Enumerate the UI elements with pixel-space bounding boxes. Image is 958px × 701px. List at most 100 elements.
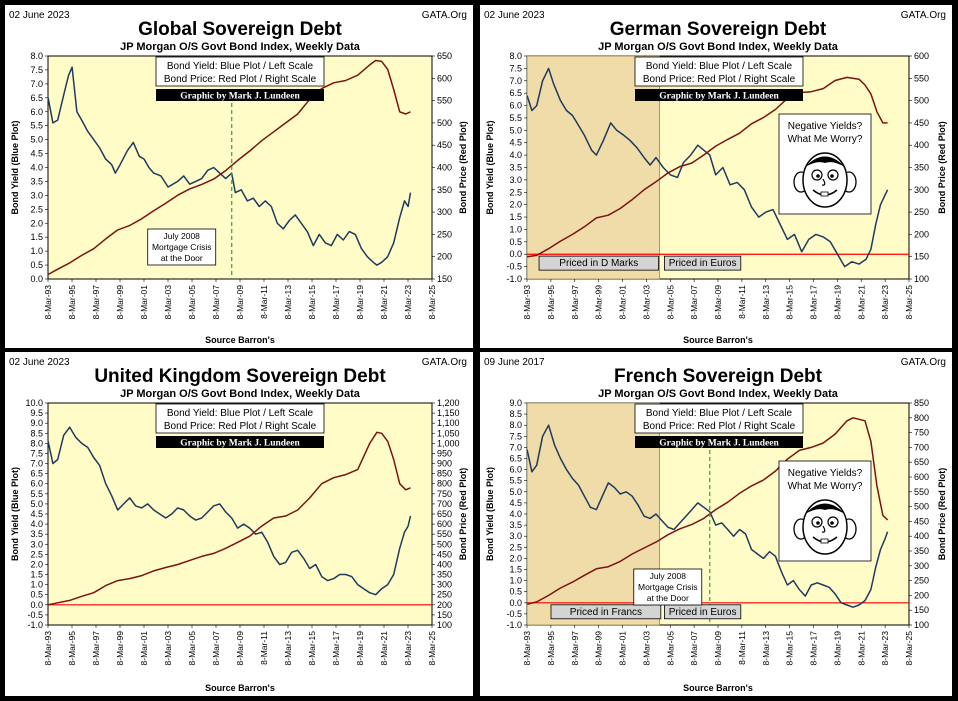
left-tick-label: 7.5 xyxy=(30,448,43,458)
right-pupil xyxy=(830,521,834,525)
right-tick-label: 550 xyxy=(437,96,452,106)
left-tick-label: 2.0 xyxy=(509,200,522,210)
credit-text: Graphic by Mark J. Lundeen xyxy=(180,439,300,449)
x-tick-label: 8-Mar-01 xyxy=(618,631,628,666)
left-tick-label: 2.5 xyxy=(30,549,43,559)
x-tick-label: 8-Mar-93 xyxy=(43,285,53,320)
right-tick-label: 100 xyxy=(914,620,929,630)
right-axis-title: Bond Price (Red Plot) xyxy=(937,121,947,214)
right-tick-label: 500 xyxy=(437,539,452,549)
right-tick-label: 450 xyxy=(914,118,929,128)
x-tick-label: 8-Mar-99 xyxy=(115,285,125,320)
price-series-line xyxy=(47,59,411,276)
right-tick-label: 600 xyxy=(437,519,452,529)
x-tick-label: 8-Mar-21 xyxy=(379,631,389,666)
left-tick-label: 0.5 xyxy=(509,237,522,247)
right-tick-label: 750 xyxy=(437,489,452,499)
left-tick-label: 8.5 xyxy=(509,409,522,419)
left-tick-label: 5.5 xyxy=(30,121,43,131)
nose xyxy=(821,178,826,186)
yield-series-line xyxy=(526,67,889,268)
hair xyxy=(805,503,845,514)
right-tick-label: 150 xyxy=(914,605,929,615)
right-tick-label: 300 xyxy=(437,207,452,217)
left-tick-label: 7.5 xyxy=(509,63,522,73)
x-tick-label: 8-Mar-19 xyxy=(832,631,842,666)
left-tick-label: -1.0 xyxy=(27,620,43,630)
chart-panel-1: 02 June 2023 GATA.Org Global Sovereign Deb… xyxy=(5,5,473,348)
x-tick-label: 8-Mar-25 xyxy=(427,285,437,320)
left-tick-label: 4.5 xyxy=(509,138,522,148)
right-tick-label: 200 xyxy=(437,600,452,610)
x-tick-label: 8-Mar-21 xyxy=(856,631,866,666)
left-tick-label: 6.5 xyxy=(30,469,43,479)
right-tick-label: 400 xyxy=(914,140,929,150)
x-tick-label: 8-Mar-13 xyxy=(761,631,771,666)
right-tick-label: 250 xyxy=(437,229,452,239)
right-tick-label: 300 xyxy=(437,580,452,590)
x-tick-label: 8-Mar-95 xyxy=(67,631,77,666)
right-tick-label: 450 xyxy=(437,140,452,150)
right-tick-label: 150 xyxy=(914,252,929,262)
left-tick-label: 4.5 xyxy=(30,149,43,159)
source-site-label: GATA.Org xyxy=(422,10,467,21)
right-tick-label: 1,150 xyxy=(437,408,460,418)
x-tick-label: 8-Mar-23 xyxy=(403,285,413,320)
right-tick-label: 650 xyxy=(437,509,452,519)
right-tick-label: 600 xyxy=(437,73,452,83)
x-tick-label: 8-Mar-21 xyxy=(379,285,389,320)
right-tick-label: 200 xyxy=(437,252,452,262)
x-axis-title: Source Barron's xyxy=(683,683,753,693)
left-tick-label: 7.0 xyxy=(30,79,43,89)
left-tick-label: -1.0 xyxy=(506,620,522,630)
date-label: 02 June 2023 xyxy=(9,357,70,368)
x-tick-label: 8-Mar-13 xyxy=(283,631,293,666)
x-tick-label: 8-Mar-97 xyxy=(570,631,580,666)
x-tick-label: 8-Mar-09 xyxy=(713,285,723,320)
right-tick-label: 400 xyxy=(437,559,452,569)
left-tick-label: 6.5 xyxy=(509,454,522,464)
left-tick-label: 0.5 xyxy=(509,587,522,597)
right-axis-title: Bond Price (Red Plot) xyxy=(458,468,468,561)
left-tick-label: 0.5 xyxy=(30,260,43,270)
right-tick-label: 350 xyxy=(437,570,452,580)
right-tick-label: 650 xyxy=(437,51,452,61)
legend-line-2: Bond Price: Red Plot / Right Scale xyxy=(164,421,317,432)
left-tick-label: 9.5 xyxy=(30,408,43,418)
left-tick-label: 5.5 xyxy=(30,489,43,499)
x-tick-label: 8-Mar-17 xyxy=(809,631,819,666)
right-tick-label: 300 xyxy=(914,561,929,571)
x-axis-title: Source Barron's xyxy=(205,683,275,693)
right-tick-label: 800 xyxy=(437,479,452,489)
left-tick-label: 5.0 xyxy=(30,499,43,509)
currency-era-box xyxy=(538,255,659,271)
left-tick-label: 2.5 xyxy=(509,542,522,552)
currency-era-box xyxy=(664,604,742,620)
right-tick-label: 550 xyxy=(914,73,929,83)
x-tick-label: 8-Mar-07 xyxy=(689,285,699,320)
crisis-note-line: Mortgage Crisis xyxy=(638,582,698,592)
nose xyxy=(821,525,826,533)
x-tick-label: 8-Mar-11 xyxy=(737,285,747,319)
right-axis-title: Bond Price (Red Plot) xyxy=(458,121,468,214)
chart-subtitle: JP Morgan O/S Govt Bond Index, Weekly Da… xyxy=(598,41,839,53)
x-tick-label: 8-Mar-19 xyxy=(832,285,842,320)
crisis-note-line: July 2008 xyxy=(650,571,687,581)
currency-era-label: Priced in Francs xyxy=(570,607,642,618)
legend-line-1: Bond Yield: Blue Plot / Left Scale xyxy=(646,61,793,72)
left-tick-label: 1.0 xyxy=(509,224,522,234)
right-tick-label: 150 xyxy=(437,610,452,620)
x-tick-label: 8-Mar-15 xyxy=(307,285,317,320)
x-tick-label: 8-Mar-13 xyxy=(283,285,293,320)
right-tick-label: 350 xyxy=(914,163,929,173)
right-tick-label: 1,200 xyxy=(437,398,460,408)
left-tick-label: 2.5 xyxy=(30,204,43,214)
x-tick-label: 8-Mar-99 xyxy=(594,631,604,666)
left-tick-label: 0.5 xyxy=(30,590,43,600)
date-label: 09 June 2017 xyxy=(484,357,545,368)
x-tick-label: 8-Mar-07 xyxy=(689,631,699,666)
legend-box xyxy=(634,403,804,434)
mad-caption-line-1: Negative Yields? xyxy=(788,468,863,479)
credit-banner xyxy=(635,89,803,101)
x-axis-title: Source Barron's xyxy=(683,335,753,345)
